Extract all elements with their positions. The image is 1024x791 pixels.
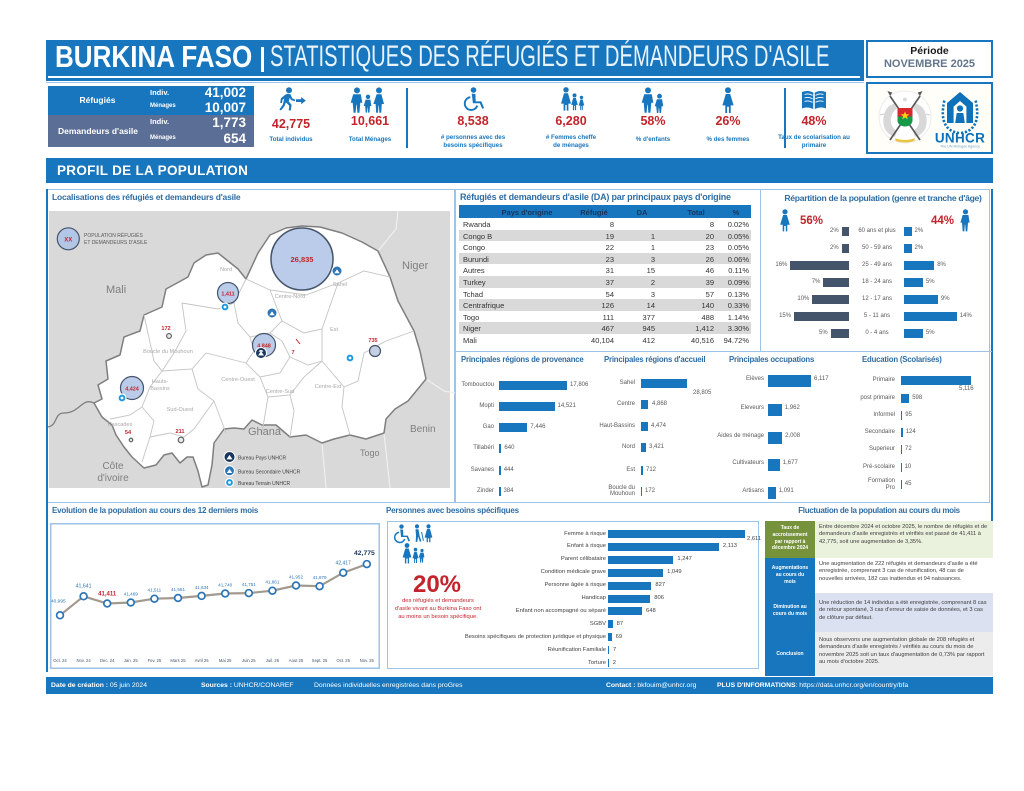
svg-text:41,879: 41,879 (313, 575, 327, 580)
svg-text:54: 54 (125, 430, 132, 436)
svg-text:Centre-Sud: Centre-Sud (266, 389, 295, 395)
svg-text:Jan. 25: Jan. 25 (124, 658, 138, 663)
svg-text:41,641: 41,641 (76, 583, 92, 589)
svg-text:UNHCR: UNHCR (935, 131, 985, 146)
svg-text:Bureau Pays UNHCR: Bureau Pays UNHCR (238, 456, 286, 462)
svg-text:1,411: 1,411 (221, 292, 234, 298)
svg-text:7: 7 (291, 350, 294, 356)
svg-text:Est: Est (330, 327, 339, 333)
svg-text:41,411: 41,411 (98, 592, 117, 598)
svg-text:41,511: 41,511 (148, 588, 162, 593)
svg-text:XX: XX (64, 237, 72, 243)
svg-text:41,634: 41,634 (195, 585, 209, 590)
svg-text:Sahel: Sahel (333, 282, 347, 288)
svg-text:40,995: 40,995 (51, 598, 66, 604)
svg-text:Cascades: Cascades (108, 422, 133, 428)
svg-text:735: 735 (368, 338, 377, 344)
svg-text:Sud-Ouest: Sud-Ouest (167, 407, 194, 413)
svg-text:Juin 25: Juin 25 (242, 658, 256, 663)
svg-text:Bureau Secondaire UNHCR: Bureau Secondaire UNHCR (238, 469, 301, 475)
svg-text:Centre-Ouest: Centre-Ouest (221, 377, 255, 383)
svg-text:Dec. 24: Dec. 24 (100, 658, 115, 663)
svg-text:Mali: Mali (106, 284, 126, 296)
svg-text:41,469: 41,469 (124, 592, 138, 597)
svg-text:Mars 25: Mars 25 (170, 658, 186, 663)
svg-text:Ghana: Ghana (248, 426, 282, 438)
svg-text:The UN Refugee Agency: The UN Refugee Agency (940, 145, 980, 149)
svg-text:Côte: Côte (102, 461, 124, 472)
svg-text:Nov. 24: Nov. 24 (77, 658, 92, 663)
svg-text:4,424: 4,424 (125, 387, 139, 393)
svg-text:172: 172 (161, 326, 170, 332)
svg-text:Sept. 25: Sept. 25 (312, 658, 328, 663)
svg-text:41,751: 41,751 (242, 582, 256, 587)
svg-text:Oct. 24: Oct. 24 (53, 658, 67, 663)
svg-text:Nord: Nord (220, 267, 232, 273)
svg-text:Benin: Benin (410, 424, 436, 435)
svg-text:Fev. 25: Fev. 25 (148, 658, 162, 663)
svg-text:Boucle du Mouhoun: Boucle du Mouhoun (143, 349, 193, 355)
svg-text:Aout 25: Aout 25 (289, 658, 304, 663)
svg-text:Mai 25: Mai 25 (219, 658, 232, 663)
svg-text:ET DEMANDEURS D'ASILE: ET DEMANDEURS D'ASILE (84, 240, 148, 246)
svg-text:Nov. 25: Nov. 25 (360, 658, 375, 663)
svg-text:Bureau Terrain UNHCR: Bureau Terrain UNHCR (238, 481, 291, 487)
svg-text:Juil. 25: Juil. 25 (266, 658, 280, 663)
svg-text:Centre-Est: Centre-Est (315, 384, 342, 390)
svg-text:42,417: 42,417 (336, 561, 352, 567)
svg-text:Niger: Niger (402, 260, 429, 272)
svg-text:Centre-Nord: Centre-Nord (275, 294, 306, 300)
svg-text:211: 211 (175, 429, 184, 435)
svg-text:41,740: 41,740 (218, 583, 232, 588)
svg-text:POPULATION RÉFUGIÉS: POPULATION RÉFUGIÉS (84, 232, 143, 239)
svg-text:Bassins: Bassins (150, 386, 170, 392)
svg-text:41,861: 41,861 (265, 580, 279, 585)
svg-text:Togo: Togo (360, 448, 380, 458)
svg-text:Oct. 25: Oct. 25 (336, 658, 350, 663)
svg-text:42,775: 42,775 (354, 550, 375, 557)
svg-text:Avril 25: Avril 25 (195, 658, 210, 663)
svg-text:41,952: 41,952 (289, 575, 303, 580)
svg-text:4,848: 4,848 (257, 344, 271, 350)
svg-text:41,551: 41,551 (171, 587, 185, 592)
svg-text:d'ivoire: d'ivoire (97, 473, 129, 484)
svg-text:Hauts-: Hauts- (152, 379, 169, 385)
svg-text:26,835: 26,835 (291, 255, 314, 264)
